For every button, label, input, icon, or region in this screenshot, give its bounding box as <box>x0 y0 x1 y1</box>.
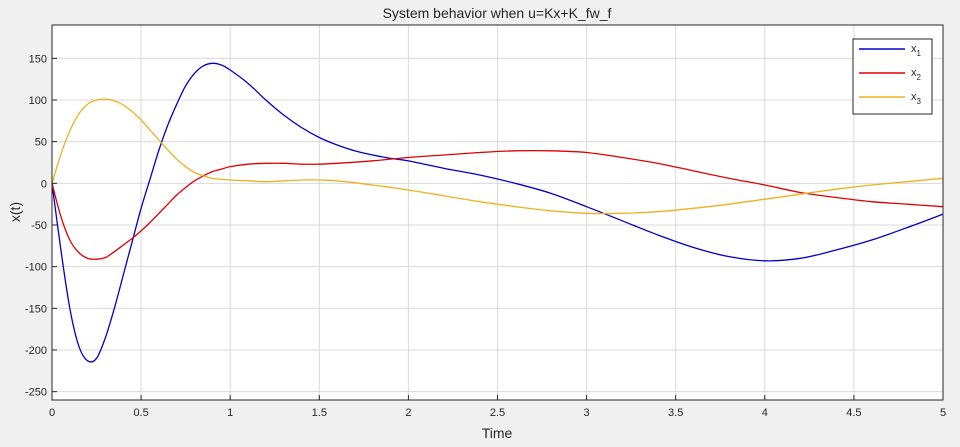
x-axis-label: Time <box>482 425 513 441</box>
y-tick-label: -200 <box>25 345 47 357</box>
y-tick-label: 50 <box>35 137 47 149</box>
y-axis-label: x(t) <box>7 202 23 222</box>
y-tick-label: -250 <box>25 387 47 399</box>
series-line-x2 <box>51 149 944 260</box>
x-tick-label: 2.5 <box>490 407 505 419</box>
series-line-x3 <box>51 98 944 215</box>
x-tick-label: 2 <box>405 407 411 419</box>
series-line-x1 <box>51 62 944 363</box>
y-tick-label: 150 <box>29 53 47 65</box>
x-tick-label: 0.5 <box>133 407 148 419</box>
legend-entry-name: x <box>911 67 917 79</box>
y-tick-label: -150 <box>25 303 47 315</box>
x-tick-label: 4.5 <box>846 407 861 419</box>
legend-box <box>852 38 933 115</box>
x-tick-label: 3.5 <box>668 407 683 419</box>
x-tick-label: 5 <box>940 407 946 419</box>
chart-title: System behavior when u=Kx+K_fw_f <box>383 5 612 21</box>
legend-entry-name: x <box>911 43 917 55</box>
y-tick-label: 0 <box>41 178 47 190</box>
x-tick-label: 3 <box>584 407 590 419</box>
legend-entry: x3 <box>911 91 922 106</box>
x-tick-label: 0 <box>49 407 55 419</box>
legend-entry-name: x <box>911 91 917 103</box>
legend-entry: x2 <box>911 67 922 82</box>
y-tick-label: -50 <box>31 220 47 232</box>
legend-entry-subscript: 3 <box>917 97 922 106</box>
y-tick-label: 100 <box>29 95 47 107</box>
legend-entry-subscript: 2 <box>917 73 922 82</box>
x-tick-label: 4 <box>762 407 768 419</box>
series-lines <box>51 62 944 363</box>
legend-entry: x1 <box>911 43 922 58</box>
legend-entry-subscript: 1 <box>917 49 922 58</box>
y-tick-label: -100 <box>25 262 47 274</box>
y-axis-ticks: 150 100 50 0 -50 -100 -150 -200 -250 <box>25 53 57 399</box>
x-tick-label: 1 <box>227 407 233 419</box>
x-tick-label: 1.5 <box>312 407 327 419</box>
x-axis-ticks: 0 0.5 1 1.5 2 2.5 3 3.5 4 4.5 5 <box>49 395 946 419</box>
